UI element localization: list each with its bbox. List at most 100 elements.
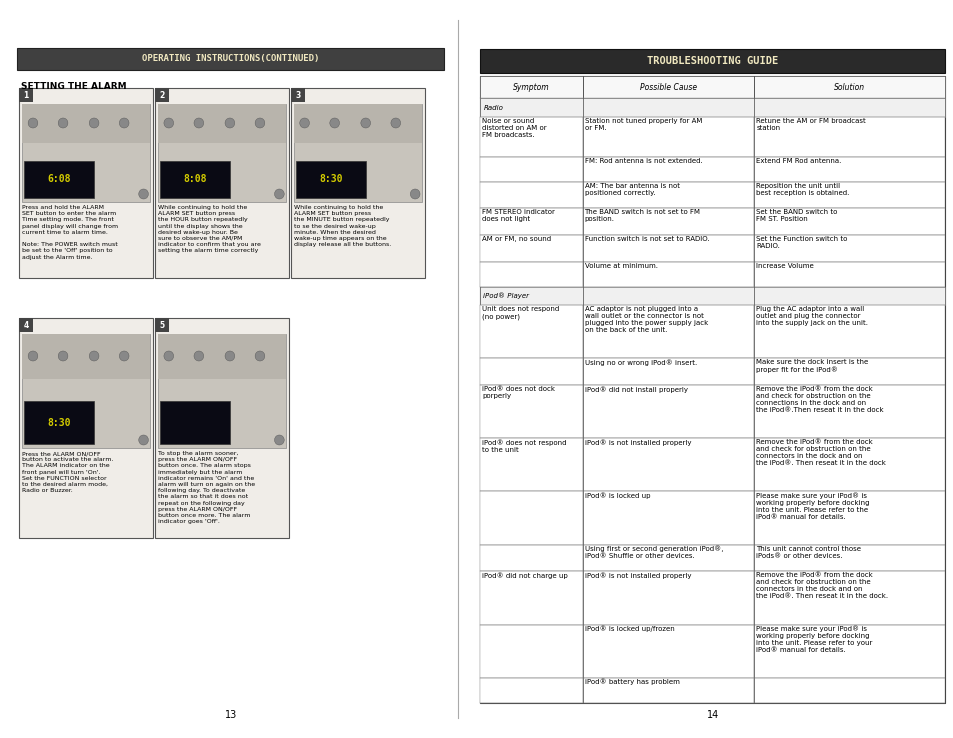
Text: Press and hold the ALARM
SET button to enter the alarm
Time setting mode. The fr: Press and hold the ALARM SET button to e… [22, 205, 118, 260]
Bar [582, 208, 754, 235]
Text: 14: 14 [706, 710, 718, 720]
Text: 4: 4 [24, 320, 29, 329]
Text: Press the ALARM ON/OFF
button to activate the alarm.
The ALARM indicator on the
: Press the ALARM ON/OFF button to activat… [22, 451, 113, 493]
Text: 13: 13 [225, 710, 236, 720]
Text: iPod® did not install properly: iPod® did not install properly [584, 386, 687, 393]
Bar [754, 571, 943, 624]
Circle shape [254, 351, 265, 361]
Text: iPod® does not respond
to the unit: iPod® does not respond to the unit [482, 439, 566, 453]
Bar [754, 262, 943, 287]
Text: FM STEREO indicator
does not light: FM STEREO indicator does not light [482, 210, 555, 222]
Text: iPod® is locked up/frozen: iPod® is locked up/frozen [584, 626, 674, 632]
Bar [479, 98, 943, 117]
Bar [19, 318, 33, 332]
Bar [291, 88, 304, 102]
Text: While continuing to hold the
ALARM SET button press
the HOUR button repeatedly
u: While continuing to hold the ALARM SET b… [158, 205, 261, 253]
Text: Unit does not respond
(no power): Unit does not respond (no power) [482, 306, 559, 320]
Text: Function switch is not set to RADIO.: Function switch is not set to RADIO. [584, 236, 708, 242]
Bar [479, 545, 582, 571]
Bar [479, 156, 582, 182]
Bar [582, 571, 754, 624]
Text: 6:08: 6:08 [48, 174, 71, 184]
Circle shape [299, 118, 309, 128]
Text: Symptom: Symptom [513, 83, 549, 92]
Text: Radio: Radio [483, 105, 502, 111]
Bar [479, 677, 582, 703]
Circle shape [274, 435, 284, 445]
Bar [754, 545, 943, 571]
Bar [754, 677, 943, 703]
Bar [158, 334, 286, 379]
Bar [160, 401, 230, 444]
Bar [479, 49, 943, 73]
Bar [582, 624, 754, 677]
Text: Using no or wrong iPod® insert.: Using no or wrong iPod® insert. [584, 359, 696, 366]
Circle shape [119, 351, 129, 361]
Bar [582, 305, 754, 359]
Text: Remove the iPod® from the dock
and check for obstruction on the
connections in t: Remove the iPod® from the dock and check… [756, 386, 883, 413]
Text: Station not tuned properly for AM
or FM.: Station not tuned properly for AM or FM. [584, 117, 701, 131]
Circle shape [90, 351, 99, 361]
Circle shape [193, 351, 204, 361]
Bar [582, 545, 754, 571]
Bar [754, 156, 943, 182]
Bar [582, 182, 754, 208]
Text: AC adaptor is not plugged into a
wall outlet or the connector is not
plugged int: AC adaptor is not plugged into a wall ou… [584, 306, 707, 333]
Bar [754, 359, 943, 385]
Bar [582, 492, 754, 545]
Text: 5: 5 [159, 320, 164, 329]
Circle shape [360, 118, 370, 128]
Text: 8:30: 8:30 [318, 174, 342, 184]
Text: iPod® battery has problem: iPod® battery has problem [584, 679, 679, 686]
Bar [754, 117, 943, 156]
Bar [754, 235, 943, 262]
Bar [19, 88, 33, 102]
Text: iPod® Player: iPod® Player [483, 293, 529, 300]
Bar [294, 104, 421, 143]
Bar [160, 161, 230, 198]
Text: 1: 1 [24, 91, 29, 100]
Text: TROUBLESHOOTING GUIDE: TROUBLESHOOTING GUIDE [646, 56, 778, 66]
Bar [754, 182, 943, 208]
Bar [582, 235, 754, 262]
Bar [158, 104, 286, 202]
Bar [754, 76, 943, 98]
Circle shape [58, 351, 68, 361]
Text: Possible Cause: Possible Cause [639, 83, 697, 92]
Circle shape [193, 118, 204, 128]
Bar [754, 492, 943, 545]
Text: iPod® does not dock
porperly: iPod® does not dock porperly [482, 386, 555, 399]
Bar [155, 318, 169, 332]
Text: Retune the AM or FM broadcast
station: Retune the AM or FM broadcast station [756, 117, 865, 131]
Text: Using first or second generation iPod®,
iPod® Shuffle or other devices.: Using first or second generation iPod®, … [584, 545, 722, 559]
Text: 3: 3 [294, 91, 300, 100]
Text: Set the BAND switch to
FM ST. Position: Set the BAND switch to FM ST. Position [756, 210, 837, 222]
Bar [754, 208, 943, 235]
Bar [479, 76, 582, 98]
Circle shape [225, 118, 234, 128]
Text: iPod® did not charge up: iPod® did not charge up [482, 572, 567, 579]
Text: This unit cannot control those
iPods® or other devices.: This unit cannot control those iPods® or… [756, 545, 861, 559]
Circle shape [119, 118, 129, 128]
Circle shape [410, 189, 419, 199]
Bar [479, 76, 943, 703]
Bar [479, 492, 582, 545]
Circle shape [391, 118, 400, 128]
Bar [582, 438, 754, 492]
Bar [754, 624, 943, 677]
Bar [22, 104, 151, 202]
Text: Increase Volume: Increase Volume [756, 263, 813, 269]
Text: To stop the alarm sooner,
press the ALARM ON/OFF
button once. The alarm stops
im: To stop the alarm sooner, press the ALAR… [158, 451, 255, 524]
Text: Remove the iPod® from the dock
and check for obstruction on the
connectors in th: Remove the iPod® from the dock and check… [756, 439, 885, 466]
Text: Set the Function switch to
RADIO.: Set the Function switch to RADIO. [756, 236, 847, 249]
Circle shape [274, 189, 284, 199]
Bar [582, 359, 754, 385]
Bar [295, 161, 365, 198]
Bar [479, 117, 582, 156]
Bar [294, 104, 421, 202]
Bar [479, 182, 582, 208]
Bar [754, 438, 943, 492]
Bar [479, 287, 943, 305]
Text: 2: 2 [159, 91, 165, 100]
Bar [24, 161, 94, 198]
